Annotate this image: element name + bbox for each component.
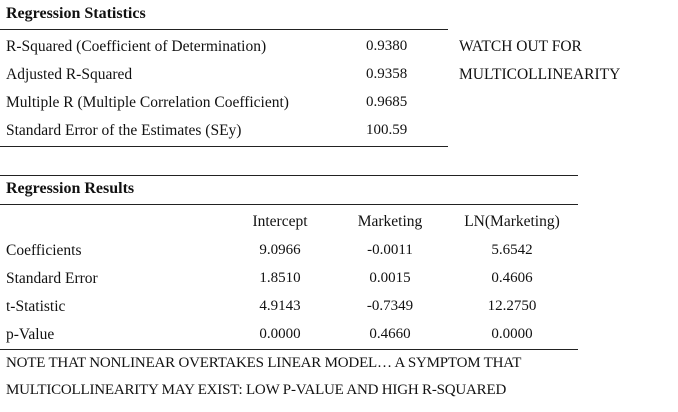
stats-title-divider xyxy=(0,29,448,30)
row-label-standard-error: Standard Error xyxy=(6,270,98,287)
column-header-ln-marketing: LN(Marketing) xyxy=(464,213,560,230)
row-label-t-statistic: t-Statistic xyxy=(6,298,66,315)
multicollinearity-warning-line2: MULTICOLLINEARITY xyxy=(459,66,621,83)
regression-results-title: Regression Results xyxy=(6,180,135,197)
cell-coefficients-intercept: 9.0966 xyxy=(259,242,301,258)
stats-value-r-squared: 0.9380 xyxy=(366,38,408,54)
results-title-divider xyxy=(0,204,578,205)
stats-value-adjusted-r-squared: 0.9358 xyxy=(366,66,408,82)
regression-statistics-title: Regression Statistics xyxy=(6,5,146,22)
stats-value-multiple-r: 0.9685 xyxy=(366,94,408,110)
cell-p-value-marketing: 0.4660 xyxy=(369,326,411,342)
stats-label-multiple-r: Multiple R (Multiple Correlation Coeffic… xyxy=(6,94,289,111)
cell-coefficients-marketing: -0.0011 xyxy=(367,242,413,258)
cell-p-value-ln-marketing: 0.0000 xyxy=(491,326,533,342)
results-top-divider xyxy=(0,175,578,176)
stats-label-r-squared: R-Squared (Coefficient of Determination) xyxy=(6,38,267,55)
cell-standard-error-ln-marketing: 0.4606 xyxy=(491,270,533,286)
cell-standard-error-intercept: 1.8510 xyxy=(259,270,301,286)
cell-coefficients-ln-marketing: 5.6542 xyxy=(491,242,533,258)
stats-label-standard-error-estimates: Standard Error of the Estimates (SEy) xyxy=(6,122,242,139)
stats-bottom-divider xyxy=(0,146,448,147)
results-bottom-divider xyxy=(0,349,578,350)
footer-note-line1: NOTE THAT NONLINEAR OVERTAKES LINEAR MOD… xyxy=(6,355,522,371)
column-header-intercept: Intercept xyxy=(252,213,308,230)
multicollinearity-warning-line1: WATCH OUT FOR xyxy=(459,38,582,55)
cell-standard-error-marketing: 0.0015 xyxy=(369,270,411,286)
stats-value-standard-error-estimates: 100.59 xyxy=(366,122,408,138)
row-label-p-value: p-Value xyxy=(6,326,55,343)
column-header-marketing: Marketing xyxy=(357,213,423,230)
cell-t-statistic-intercept: 4.9143 xyxy=(259,298,301,314)
row-label-coefficients: Coefficients xyxy=(6,242,82,259)
footer-note-line2: MULTICOLLINEARITY MAY EXIST: LOW P-VALUE… xyxy=(6,382,507,398)
cell-t-statistic-marketing: -0.7349 xyxy=(366,298,414,314)
stats-label-adjusted-r-squared: Adjusted R-Squared xyxy=(6,66,133,83)
cell-p-value-intercept: 0.0000 xyxy=(259,326,301,342)
cell-t-statistic-ln-marketing: 12.2750 xyxy=(487,298,537,314)
